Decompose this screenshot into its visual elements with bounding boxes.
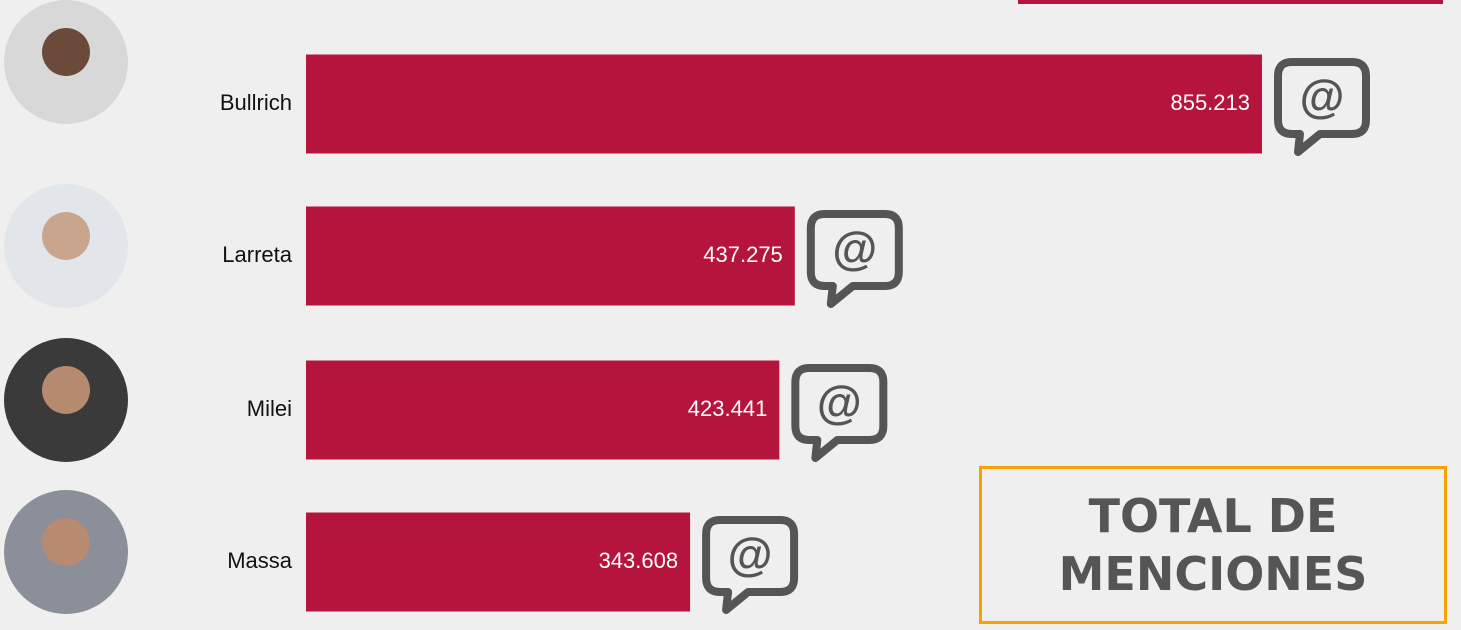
mention-icon: @ — [806, 210, 903, 308]
bar — [306, 54, 1262, 154]
avatar-face — [42, 212, 90, 260]
icon-bubble — [791, 364, 888, 462]
chart-title: TOTAL DE MENCIONES — [979, 466, 1447, 624]
bar — [306, 360, 780, 460]
icon-at: @ — [728, 528, 773, 580]
icon-bubble — [702, 516, 799, 614]
avatar-face — [42, 28, 90, 76]
value-label: 343.608 — [599, 548, 679, 573]
icon-at: @ — [1300, 70, 1345, 122]
bar — [306, 512, 691, 612]
avatar-face — [42, 366, 90, 414]
value-label: 855.213 — [1170, 90, 1250, 115]
category-label: Larreta — [222, 242, 292, 267]
mention-icon: @ — [702, 516, 799, 614]
icon-at: @ — [817, 376, 862, 428]
mention-icon: @ — [791, 364, 888, 462]
category-label: Bullrich — [220, 90, 292, 115]
value-label: 437.275 — [703, 242, 783, 267]
decor-bar — [1018, 0, 1443, 4]
category-label: Massa — [227, 548, 293, 573]
icon-at: @ — [832, 222, 877, 274]
avatar-face — [42, 518, 90, 566]
bar — [306, 206, 795, 306]
icon-bubble — [1274, 58, 1370, 156]
icon-bubble — [806, 210, 903, 308]
category-label: Milei — [247, 396, 292, 421]
value-label: 423.441 — [688, 396, 768, 421]
mention-icon: @ — [1274, 58, 1370, 156]
